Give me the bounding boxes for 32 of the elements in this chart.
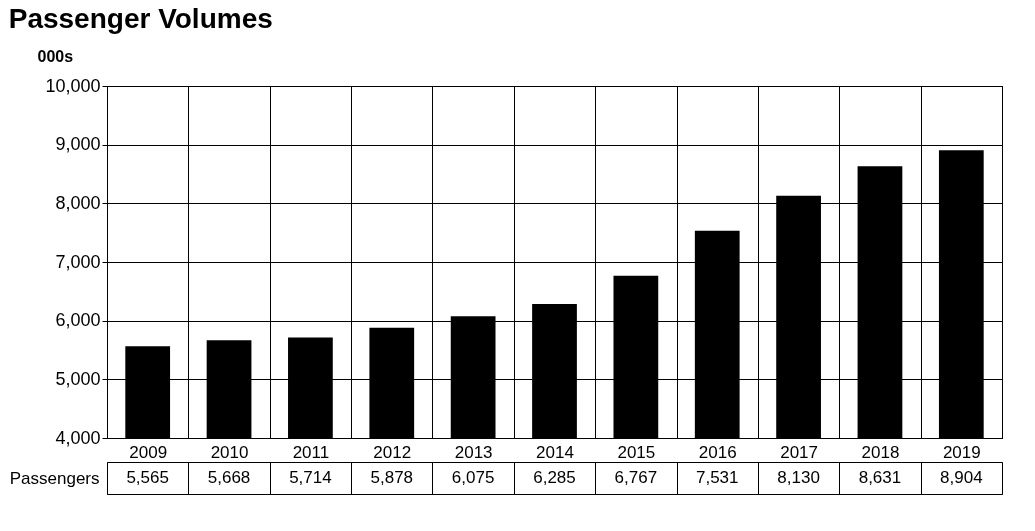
y-axis-title: 000s	[37, 47, 74, 65]
y-tick-label: 9,000	[55, 134, 101, 155]
y-tick-label: 4,000	[55, 427, 101, 448]
data-label: 5,878	[370, 468, 414, 487]
y-tick-label: 7,000	[55, 251, 101, 272]
data-label: 8,130	[777, 468, 820, 487]
x-tick-label: 2018	[861, 442, 900, 462]
data-label: 7,531	[695, 468, 739, 487]
data-label: 8,904	[940, 468, 983, 487]
data-label: 6,767	[614, 468, 658, 487]
data-label: 8,631	[858, 468, 902, 487]
x-tick-label: 2017	[780, 442, 818, 462]
data-label: 5,668	[207, 468, 251, 487]
data-label: 6,075	[451, 468, 495, 487]
x-tick-label: 2010	[210, 442, 249, 462]
x-tick-label: 2013	[454, 442, 493, 462]
data-label: 5,565	[126, 468, 169, 487]
y-tick-label: 10,000	[45, 75, 101, 96]
y-tick-label: 6,000	[55, 310, 101, 331]
x-tick-label: 2016	[698, 442, 737, 462]
x-tick-label: 2015	[617, 442, 656, 462]
x-tick-label: 2009	[129, 442, 168, 462]
y-tick-label: 8,000	[55, 192, 101, 213]
legend-label: Passengers	[9, 468, 100, 488]
y-tick-label: 5,000	[55, 368, 101, 389]
x-tick-label: 2011	[292, 442, 330, 462]
x-tick-label: 2014	[536, 442, 574, 462]
chart-title: Passenger Volumes	[8, 2, 273, 34]
x-tick-label: 2019	[942, 442, 981, 462]
data-label: 5,714	[289, 468, 332, 487]
data-label: 6,285	[533, 468, 576, 487]
x-tick-label: 2012	[373, 442, 412, 462]
